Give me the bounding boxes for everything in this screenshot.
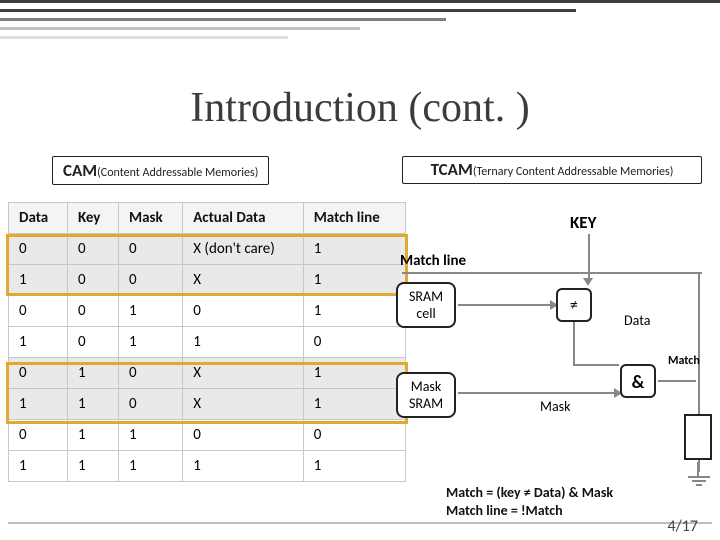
table-cell: 1 xyxy=(183,451,303,482)
truth-table: DataKeyMaskActual DataMatch line 000X (d… xyxy=(8,202,406,482)
page-number: 4/17 xyxy=(667,517,698,536)
table-header: Data xyxy=(9,203,68,234)
table-cell: 0 xyxy=(67,265,118,296)
cam-sub: (Content Addressable Memories) xyxy=(97,166,258,180)
table-row: 010X1 xyxy=(9,358,406,389)
mask-wire-label: Mask xyxy=(540,398,571,415)
wire-ne-and-v xyxy=(573,322,575,364)
matchline-h xyxy=(402,272,702,274)
table-cell: 0 xyxy=(9,234,68,265)
transistor-icon xyxy=(684,414,712,460)
table-cell: 1 xyxy=(9,327,68,358)
table-row: 000X (don't care)1 xyxy=(9,234,406,265)
table-cell: X (don't care) xyxy=(183,234,303,265)
wire-ne-and-h xyxy=(573,364,619,366)
slide-title: Introduction (cont. ) xyxy=(0,84,720,132)
table-cell: 0 xyxy=(9,296,68,327)
key-label: KEY xyxy=(570,212,596,233)
table-cell: 1 xyxy=(67,420,118,451)
ground-icon xyxy=(688,462,710,486)
table-cell: X xyxy=(183,389,303,420)
table-cell: 0 xyxy=(118,234,182,265)
table-cell: 0 xyxy=(67,296,118,327)
table-cell: 1 xyxy=(67,358,118,389)
key-line xyxy=(588,234,590,282)
table-cell: X xyxy=(183,358,303,389)
table-cell: 0 xyxy=(183,296,303,327)
table-cell: 0 xyxy=(9,420,68,451)
match-label: Match xyxy=(668,354,700,368)
equations: Match = (key ≠ Data) & Mask Match line =… xyxy=(446,484,613,520)
table-header: Key xyxy=(67,203,118,234)
wire-sram-ne xyxy=(458,304,554,306)
table-header: Mask xyxy=(118,203,182,234)
table-cell: 1 xyxy=(9,389,68,420)
cam-main: CAM xyxy=(63,160,97,181)
table-cell: 0 xyxy=(67,234,118,265)
table-cell: 1 xyxy=(9,265,68,296)
tcam-diagram: KEY Match line SRAM cell Mask SRAM ≠ Dat… xyxy=(388,204,718,520)
wire-mask-and xyxy=(458,392,618,394)
table-row: 10110 xyxy=(9,327,406,358)
table-cell: 0 xyxy=(183,420,303,451)
decorative-stripes xyxy=(0,0,720,39)
sram-cell-box: SRAM cell xyxy=(396,282,456,328)
tcam-sub: (Ternary Content Addressable Memories) xyxy=(473,165,674,179)
and-gate: & xyxy=(620,364,656,398)
eq2: Match line = !Match xyxy=(446,502,613,520)
wire-and-tran xyxy=(658,380,696,382)
footer-divider xyxy=(8,522,712,524)
not-equal-gate: ≠ xyxy=(556,288,592,322)
table-cell: 0 xyxy=(118,389,182,420)
table-cell: X xyxy=(183,265,303,296)
tcam-main: TCAM xyxy=(431,159,473,180)
eq1: Match = (key ≠ Data) & Mask xyxy=(446,484,613,502)
table-row: 110X1 xyxy=(9,389,406,420)
table-row: 11111 xyxy=(9,451,406,482)
table-cell: 1 xyxy=(67,451,118,482)
table-row: 01100 xyxy=(9,420,406,451)
matchline-label: Match line xyxy=(400,252,466,270)
table-cell: 1 xyxy=(9,451,68,482)
table-cell: 1 xyxy=(118,420,182,451)
mask-sram-box: Mask SRAM xyxy=(396,372,456,418)
table-cell: 0 xyxy=(67,327,118,358)
table-cell: 1 xyxy=(118,327,182,358)
table-cell: 0 xyxy=(118,358,182,389)
key-arrow-icon xyxy=(583,278,593,286)
table-cell: 0 xyxy=(118,265,182,296)
table-row: 00101 xyxy=(9,296,406,327)
table-cell: 0 xyxy=(9,358,68,389)
data-label: Data xyxy=(624,312,650,329)
tcam-label: TCAM(Ternary Content Addressable Memorie… xyxy=(402,156,702,184)
table-header: Actual Data xyxy=(183,203,303,234)
table-row: 100X1 xyxy=(9,265,406,296)
table-cell: 1 xyxy=(183,327,303,358)
table-cell: 1 xyxy=(67,389,118,420)
cam-label: CAM(Content Addressable Memories) xyxy=(52,156,269,185)
table-cell: 1 xyxy=(118,296,182,327)
table-cell: 1 xyxy=(118,451,182,482)
